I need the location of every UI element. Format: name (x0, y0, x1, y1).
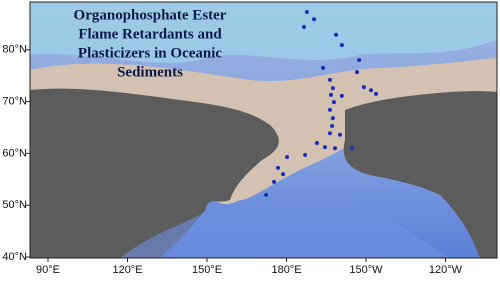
x-tick-label: 150°E (192, 264, 222, 276)
x-tick-label: 120°W (429, 264, 463, 276)
sampling-site (354, 70, 359, 75)
sampling-site (272, 179, 277, 184)
sampling-site (276, 165, 281, 170)
sampling-site (339, 43, 344, 48)
sampling-site (369, 88, 374, 93)
sampling-site (330, 86, 335, 91)
sampling-site (321, 65, 326, 70)
x-tick-label: 150°W (349, 264, 383, 276)
sampling-site (374, 91, 379, 96)
sampling-site (331, 100, 336, 105)
sampling-site (264, 192, 269, 197)
title-line: Plasticizers in Oceanic (78, 45, 222, 61)
sampling-site (322, 145, 327, 150)
y-tick-label: 40°N (2, 251, 27, 263)
x-tick-label: 180°E (271, 264, 301, 276)
sampling-site (304, 9, 309, 14)
sampling-site (327, 77, 332, 82)
deep-basin (120, 198, 450, 258)
sampling-site (361, 85, 366, 90)
title-line: Sediments (117, 64, 183, 80)
sampling-site (330, 123, 335, 128)
sampling-site (332, 146, 337, 151)
sampling-site (301, 25, 306, 30)
sampling-site (338, 132, 343, 137)
sampling-site (312, 17, 317, 22)
title-line: Organophosphate Ester (74, 7, 227, 23)
title-line: Flame Retardants and (78, 26, 222, 42)
sampling-site (330, 116, 335, 121)
arctic-shelf (30, 2, 497, 63)
sampling-site (329, 92, 334, 97)
sampling-site (285, 155, 290, 160)
sampling-site (334, 32, 339, 37)
y-tick-label: 70°N (2, 96, 27, 108)
sampling-site (327, 131, 332, 136)
frame (29, 1, 498, 259)
x-tick-label: 120°E (112, 264, 142, 276)
y-tick-label: 50°N (2, 199, 27, 211)
y-tick-label: 80°N (2, 44, 27, 56)
sampling-site (281, 172, 286, 177)
north-america (343, 91, 497, 258)
sampling-site (349, 146, 354, 151)
x-tick-label: 90°E (36, 264, 60, 276)
sampling-site (327, 107, 332, 112)
sampling-site (339, 93, 344, 98)
sampling-site (314, 141, 319, 146)
y-tick-label: 60°N (2, 147, 27, 159)
asia (30, 88, 279, 258)
sampling-site (357, 58, 362, 63)
sampling-site (303, 152, 308, 157)
